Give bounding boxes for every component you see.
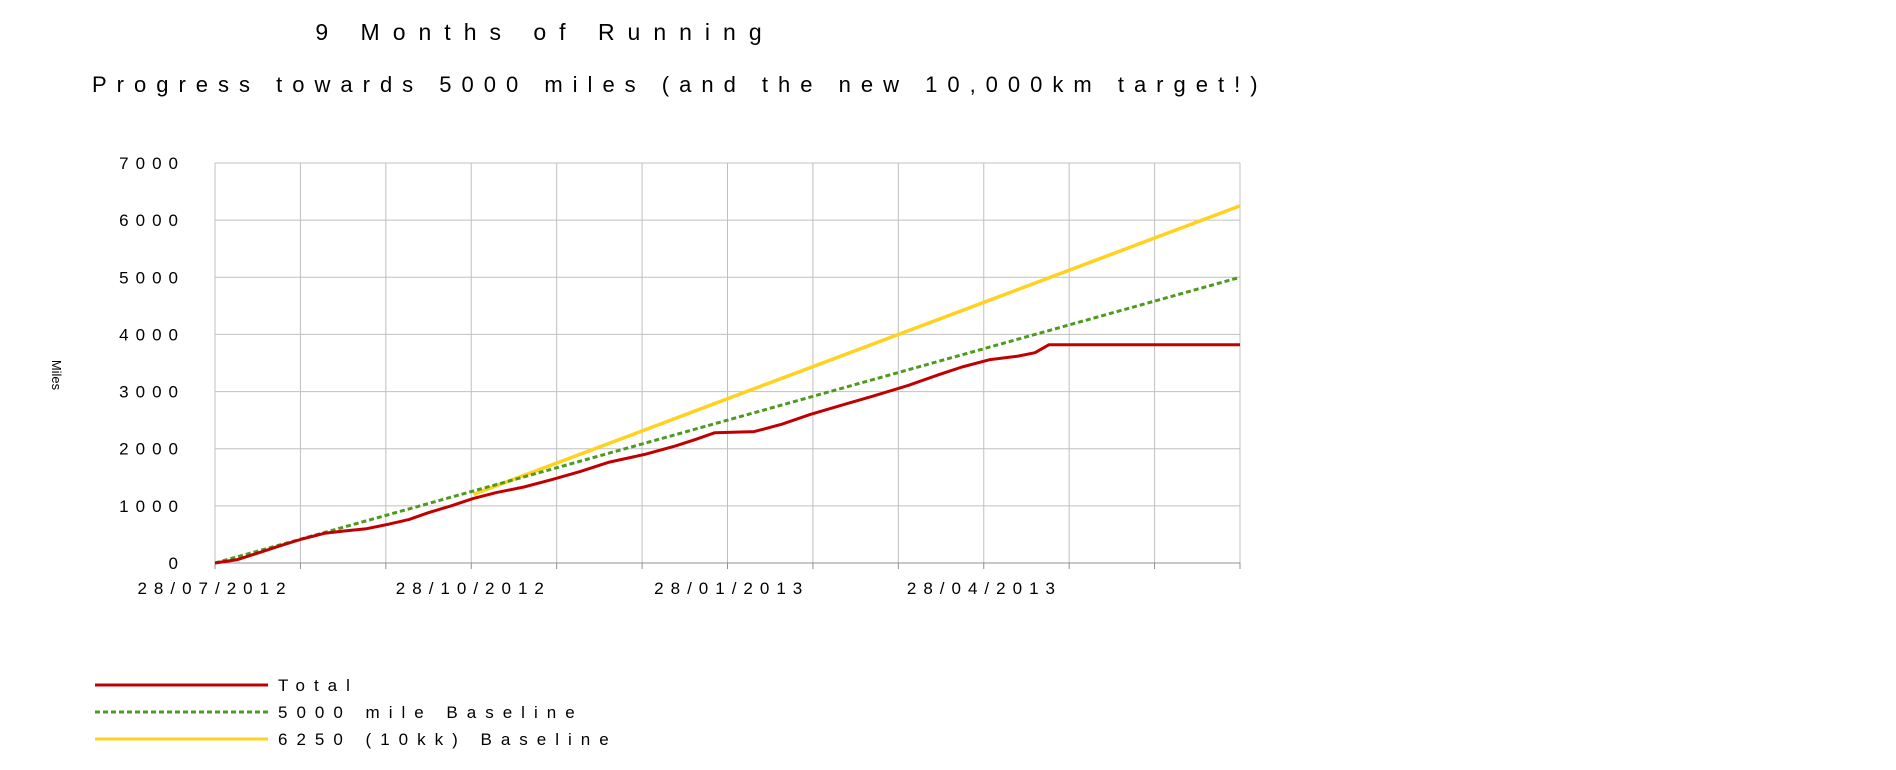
x-tick-labels: 28/07/2012 28/10/2012 28/01/2013 28/04/2013 xyxy=(137,579,1062,598)
y-axis-label: Miles xyxy=(49,360,64,391)
axes xyxy=(214,562,1241,569)
y-tick-label: 6000 xyxy=(119,211,185,230)
y-tick-label: 1000 xyxy=(119,497,185,516)
series-line-1 xyxy=(214,275,1241,565)
series-lines xyxy=(214,204,1241,565)
y-tick-label: 5000 xyxy=(119,268,185,287)
chart-subtitle: Progress towards 5000 miles (and the new… xyxy=(92,72,1268,97)
x-tick-label: 28/07/2012 xyxy=(137,579,292,598)
x-tick-label: 28/04/2013 xyxy=(907,579,1062,598)
x-tick-label: 28/10/2012 xyxy=(396,579,551,598)
y-tick-labels: 0 1000 2000 3000 4000 5000 6000 7000 xyxy=(119,154,185,573)
legend: Total 5000 mile Baseline 6250 (10kk) Basel… xyxy=(95,676,618,749)
y-tick-label: 3000 xyxy=(119,383,185,402)
series-line-0 xyxy=(214,343,1240,565)
legend-label: Total xyxy=(278,676,359,695)
y-tick-label: 4000 xyxy=(119,325,185,344)
legend-label: 6250 (10kk) Baseline xyxy=(278,730,618,749)
gridlines xyxy=(214,162,1241,564)
legend-label: 5000 mile Baseline xyxy=(278,703,584,722)
chart-title: 9 Months of Running xyxy=(315,19,774,45)
x-tick-label: 28/01/2013 xyxy=(654,579,809,598)
y-tick-label: 7000 xyxy=(119,154,185,173)
y-tick-label: 0 xyxy=(169,554,185,573)
y-tick-label: 2000 xyxy=(119,440,185,459)
series-line-2 xyxy=(472,204,1241,497)
